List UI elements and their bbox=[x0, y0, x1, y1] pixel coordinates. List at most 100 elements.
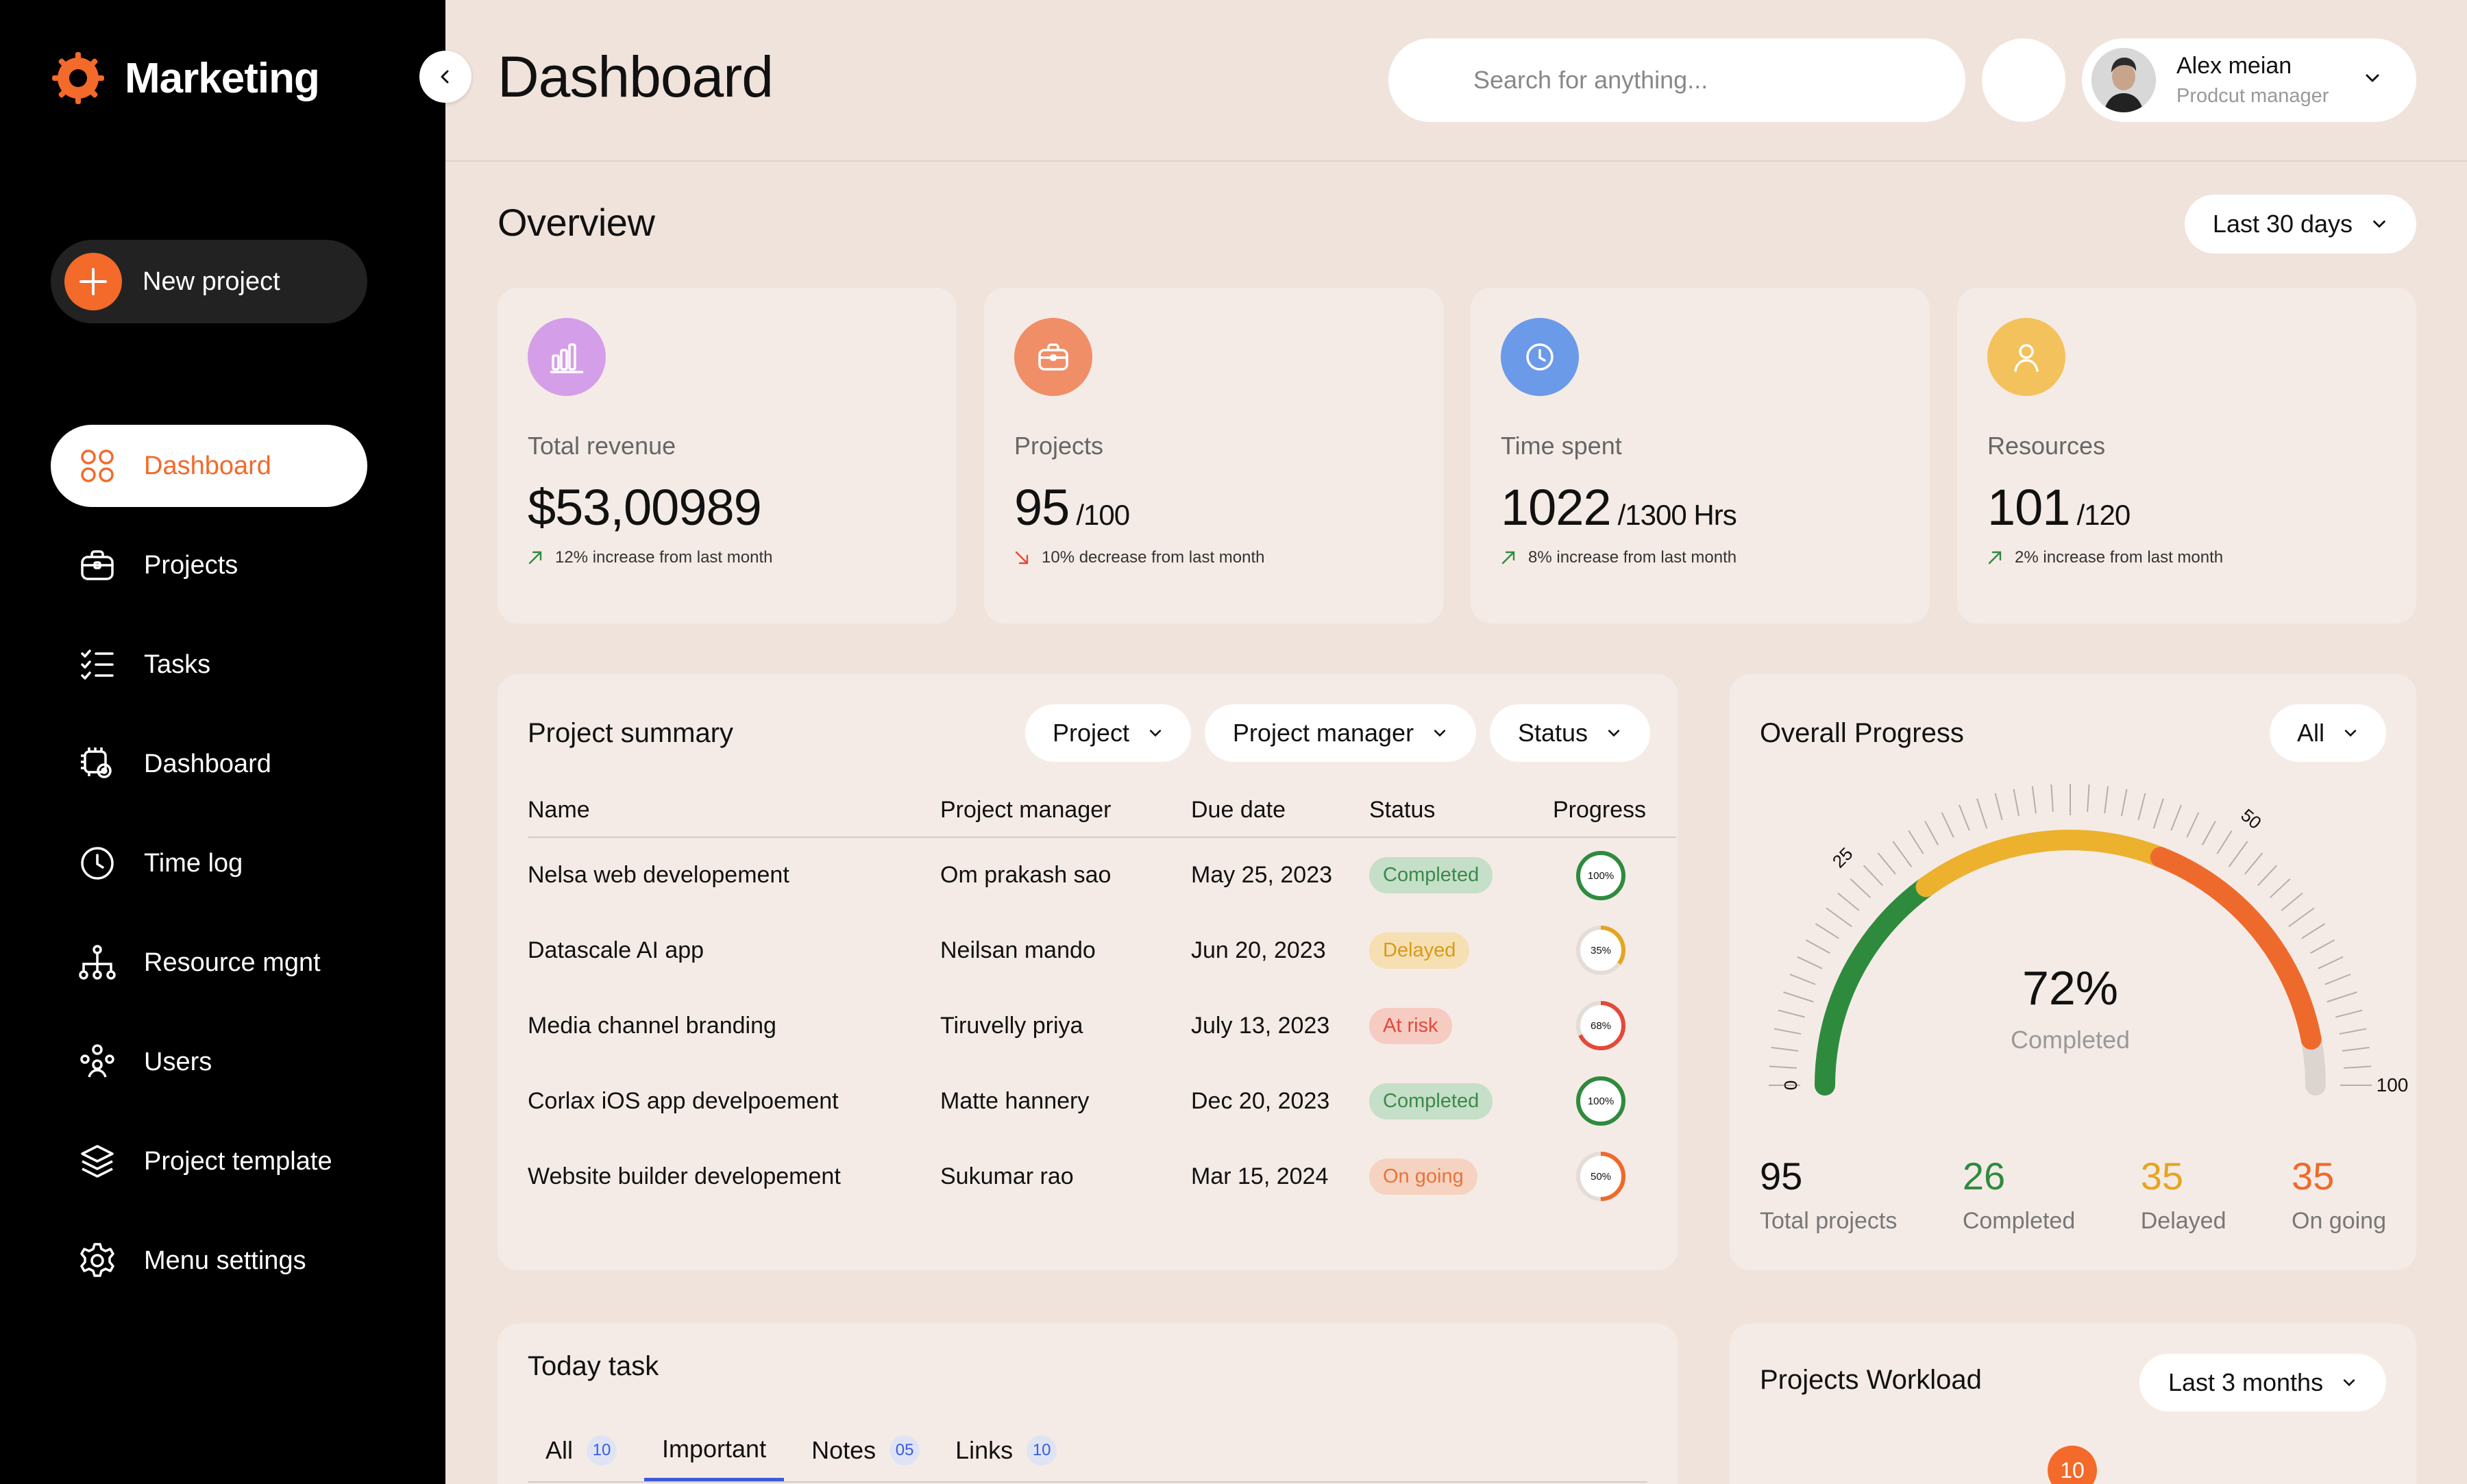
app-logo[interactable]: Marketing bbox=[51, 51, 320, 106]
gauge-tick bbox=[1815, 923, 1839, 939]
progress-ring-label: 100% bbox=[1588, 1096, 1614, 1107]
workload-range-select[interactable]: Last 3 months bbox=[2139, 1354, 2386, 1411]
progress-percent: 72% bbox=[2022, 961, 2118, 1015]
progress-ring-label: 100% bbox=[1588, 870, 1614, 882]
gauge-tick bbox=[1941, 812, 1954, 838]
gauge-tick bbox=[1769, 1065, 1797, 1069]
gauge-tick bbox=[2152, 798, 2164, 829]
sidebar-item-resource-mgnt[interactable]: Resource mgnt bbox=[51, 922, 367, 1004]
status-cell: At risk bbox=[1369, 988, 1553, 1063]
gauge-tick bbox=[2342, 1046, 2370, 1052]
progress-filter-select[interactable]: All bbox=[2270, 704, 2386, 762]
gauge-tick bbox=[2104, 786, 2109, 814]
gauge-tick bbox=[2318, 956, 2344, 969]
sidebar-item-menu-settings[interactable]: Menu settings bbox=[51, 1220, 367, 1302]
gear-chip-icon bbox=[81, 747, 112, 778]
sidebar-item-tasks[interactable]: Tasks bbox=[51, 623, 367, 706]
project-summary-panel: Project summary Project Project manager … bbox=[498, 674, 1678, 1270]
briefcase-icon bbox=[1014, 318, 1092, 396]
tab-important[interactable]: Important bbox=[644, 1420, 785, 1481]
progress-ring-label: 35% bbox=[1591, 945, 1611, 956]
gauge-tick bbox=[2013, 789, 2020, 817]
sidebar-item-project-template[interactable]: Project template bbox=[51, 1120, 367, 1202]
gauge-tick bbox=[1877, 852, 1896, 875]
tab-count-badge: 10 bbox=[1027, 1435, 1057, 1466]
stat-trend: 8% increase from last month bbox=[1501, 548, 1736, 567]
filter-status-select[interactable]: Status bbox=[1490, 704, 1650, 762]
gauge-tick bbox=[2257, 865, 2277, 887]
sidebar-item-label: Users bbox=[144, 1047, 212, 1076]
collapse-sidebar-button[interactable] bbox=[419, 51, 471, 103]
gauge-tick bbox=[2344, 1065, 2372, 1069]
tab-count-badge: 10 bbox=[587, 1435, 617, 1466]
gauge-tick bbox=[2216, 830, 2233, 854]
user-profile-menu[interactable]: Alex meian Prodcut manager bbox=[2082, 38, 2416, 122]
table-row[interactable]: Corlax iOS app develpoement Matte hannery… bbox=[528, 1063, 1676, 1139]
gauge-tick bbox=[2244, 852, 2263, 875]
filter-project-select[interactable]: Project bbox=[1025, 704, 1191, 762]
gauge-tick bbox=[1826, 907, 1852, 928]
stat-label: Total revenue bbox=[528, 432, 676, 460]
hierarchy-icon bbox=[79, 945, 116, 980]
sidebar-item-users[interactable]: Users bbox=[51, 1021, 367, 1103]
stat-card-projects: Projects 95/100 10% decrease from last m… bbox=[984, 288, 1443, 623]
status-cell: Completed bbox=[1369, 837, 1553, 913]
column-header: Status bbox=[1369, 784, 1553, 838]
chevron-down-icon bbox=[1608, 730, 1620, 737]
gauge-tick bbox=[2050, 784, 2054, 812]
sidebar-item-projects[interactable]: Projects bbox=[51, 524, 367, 606]
tab-notes[interactable]: Notes 05 bbox=[794, 1420, 937, 1481]
progress-ring: 100% bbox=[1576, 850, 1625, 900]
stat-ongoing: 35 On going bbox=[2292, 1154, 2386, 1234]
progress-ring: 35% bbox=[1576, 926, 1625, 975]
progress-ring-fill bbox=[1576, 1001, 1625, 1050]
gauge-tick bbox=[2087, 784, 2090, 812]
progress-ring-fill bbox=[1576, 926, 1625, 975]
table-row[interactable]: Nelsa web developement Om prakash sao May … bbox=[528, 837, 1676, 913]
tab-links[interactable]: Links 10 bbox=[937, 1420, 1075, 1481]
gauge-tick bbox=[1976, 798, 1988, 829]
today-task-panel: Today task All 10 Important Notes 05 Links… bbox=[498, 1324, 1678, 1484]
search-bar[interactable] bbox=[1388, 38, 1965, 122]
table-row[interactable]: Media channel branding Tiruvelly priya Jul… bbox=[528, 988, 1676, 1063]
sidebar-item-time-log[interactable]: Time log bbox=[51, 822, 367, 904]
sidebar: Marketing New project Dashboard Projects… bbox=[0, 0, 445, 1484]
progress-cell: 50% bbox=[1553, 1139, 1676, 1214]
users-icon bbox=[80, 1044, 114, 1078]
progress-ring-fill bbox=[1576, 1076, 1625, 1126]
due-date-cell: Jun 20, 2023 bbox=[1191, 937, 1326, 963]
gauge-tick bbox=[2170, 804, 2182, 831]
new-project-label: New project bbox=[143, 267, 280, 296]
overview-range-select[interactable]: Last 30 days bbox=[2185, 195, 2416, 253]
tab-all[interactable]: All 10 bbox=[528, 1420, 635, 1481]
gauge-tick bbox=[2335, 1009, 2363, 1018]
gauge-tick bbox=[1908, 830, 1924, 854]
filter-project-manager-select[interactable]: Project manager bbox=[1205, 704, 1476, 762]
chevron-down-icon bbox=[2344, 730, 2357, 737]
status-badge: At risk bbox=[1369, 1007, 1452, 1044]
sidebar-item-dashboard-settings[interactable]: Dashboard bbox=[51, 723, 367, 805]
gauge-tick bbox=[1837, 892, 1860, 911]
stat-trend: 2% increase from last month bbox=[1987, 548, 2223, 567]
status-cell: Completed bbox=[1369, 1063, 1553, 1139]
stat-value: 1022/1300 Hrs bbox=[1501, 479, 1737, 536]
stat-card-time-spent: Time spent 1022/1300 Hrs 8% increase fro… bbox=[1471, 288, 1930, 623]
new-project-button[interactable]: New project bbox=[51, 240, 367, 323]
gauge-tick bbox=[1773, 1028, 1802, 1035]
sidebar-item-dashboard[interactable]: Dashboard bbox=[51, 425, 367, 507]
sidebar-item-label: Dashboard bbox=[144, 451, 271, 480]
search-input[interactable] bbox=[1473, 66, 1965, 95]
gauge-tick bbox=[1959, 804, 1970, 831]
table-row[interactable]: Website builder developement Sukumar rao M… bbox=[528, 1139, 1676, 1214]
stat-value: $53,00989 bbox=[528, 479, 762, 536]
gauge-tick bbox=[2288, 907, 2315, 928]
sidebar-item-label: Projects bbox=[144, 550, 238, 580]
projects-workload-title: Projects Workload bbox=[1760, 1365, 1982, 1395]
progress-ring: 100% bbox=[1576, 1076, 1625, 1126]
table-row[interactable]: Datascale AI app Neilsan mando Jun 20, 202… bbox=[528, 913, 1676, 988]
notification-button[interactable] bbox=[1982, 38, 2065, 122]
gauge-tick bbox=[2201, 820, 2216, 845]
progress-gauge: 0 25 50 100 72% Completed bbox=[1769, 784, 2408, 1096]
gauge-tick bbox=[2186, 812, 2200, 838]
trend-down-icon bbox=[1015, 551, 1029, 565]
